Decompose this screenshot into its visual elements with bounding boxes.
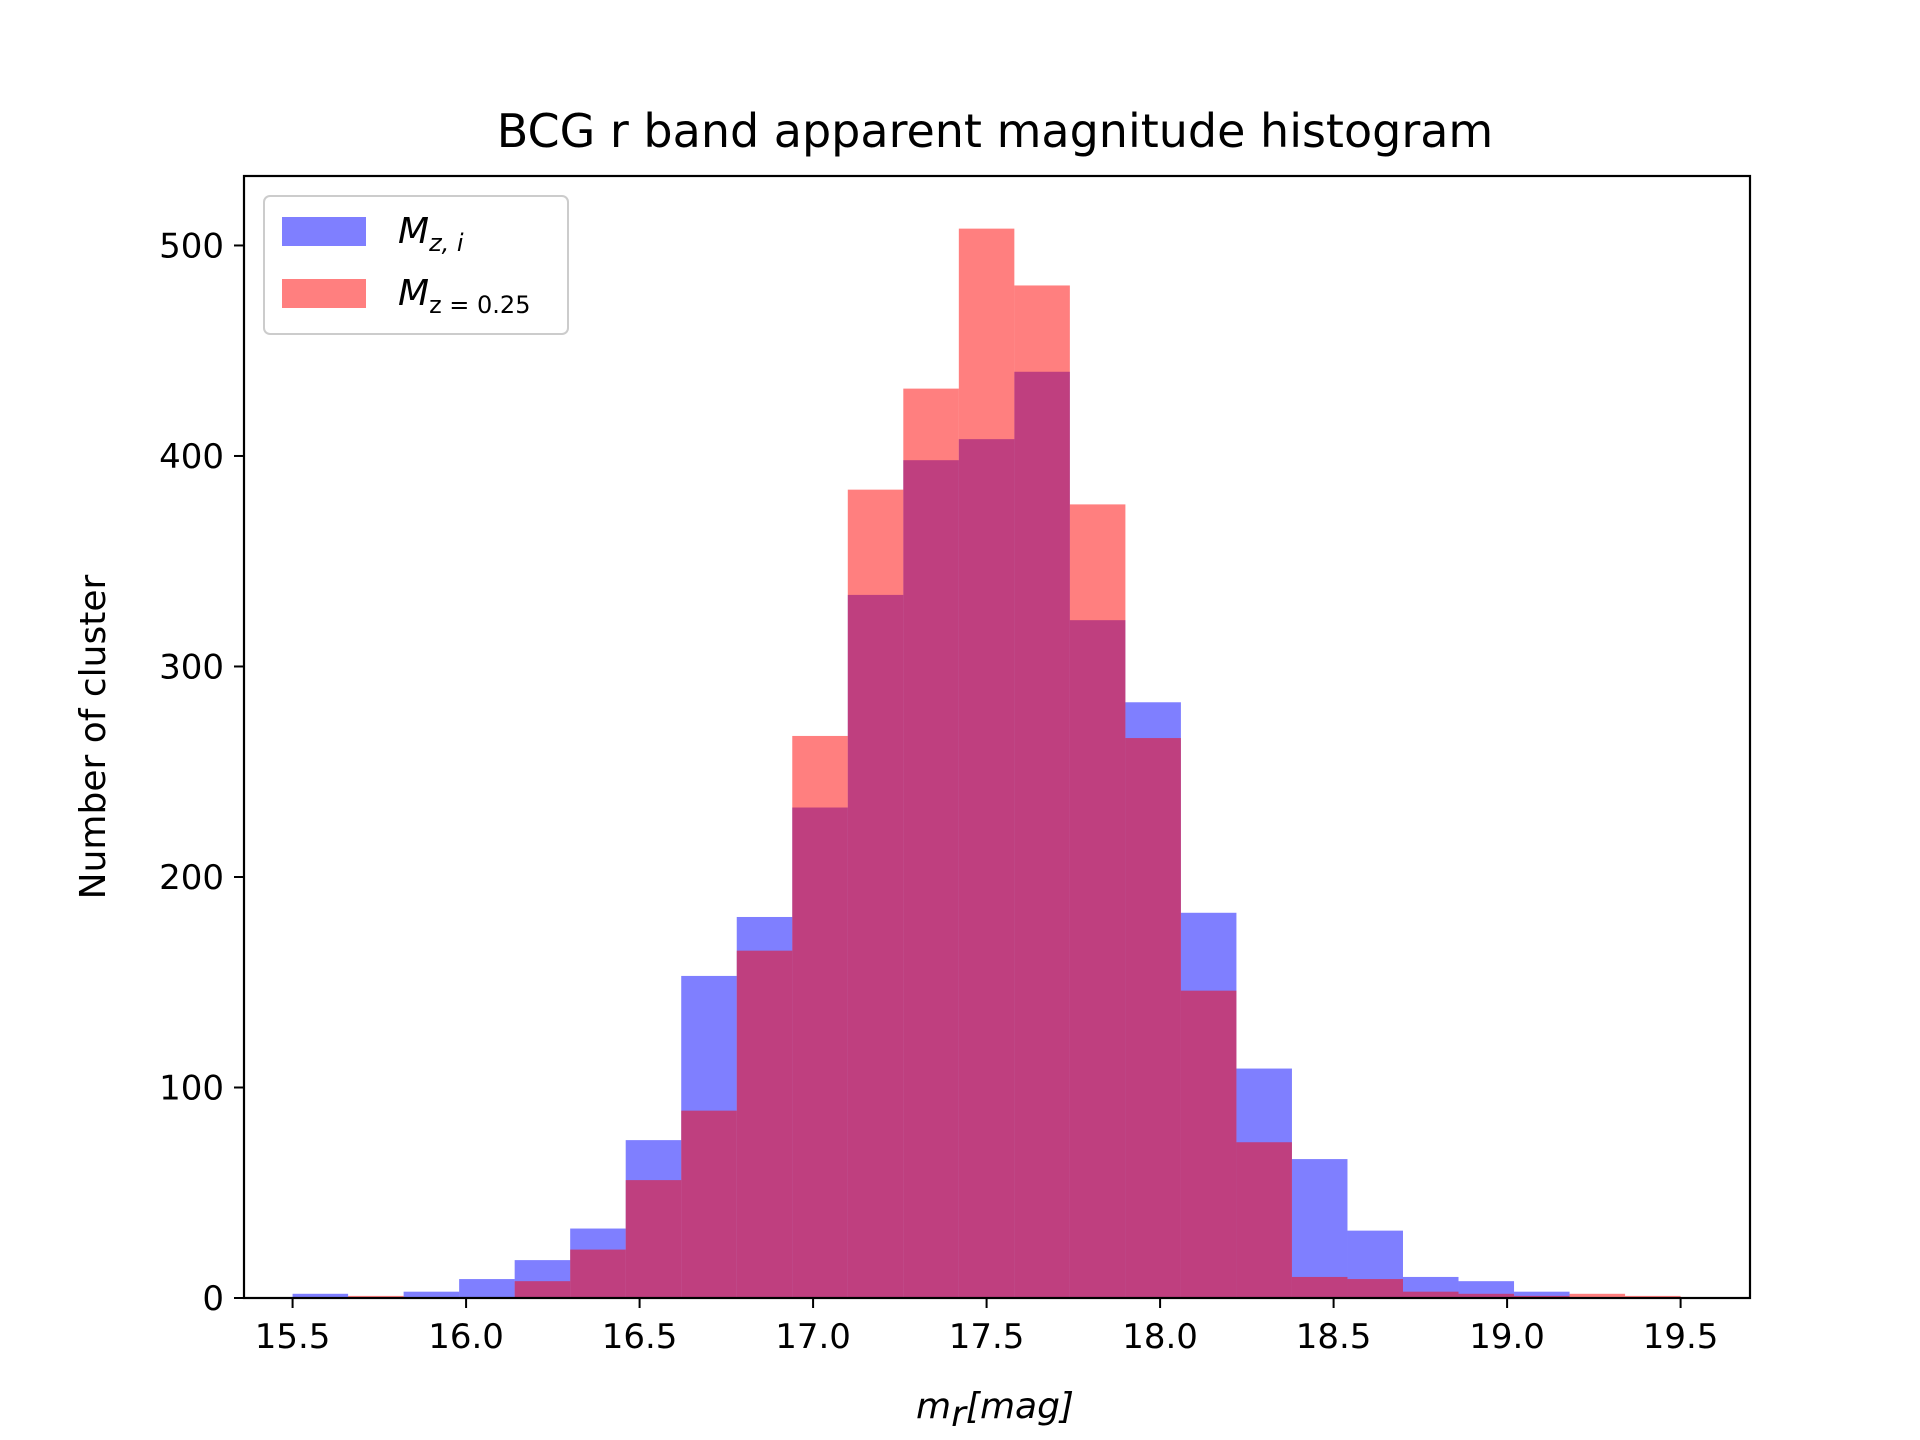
bar-series-1-bin-18	[1291, 1276, 1348, 1298]
y-tick-label-0: 0	[202, 1279, 224, 1319]
bar-series-1-bin-6	[625, 1180, 682, 1298]
x-tick-label-6: 18.5	[1296, 1317, 1372, 1357]
bar-series-0-bin-18	[1291, 1159, 1348, 1298]
x-tick-label-8: 19.5	[1643, 1317, 1719, 1357]
plot-frame	[242, 174, 1752, 1300]
x-tick-label-3: 17.0	[775, 1317, 851, 1357]
x-tick-label-4: 17.5	[949, 1317, 1025, 1357]
bar-series-0-bin-21	[1458, 1281, 1515, 1298]
legend-label-red-sub: z = 0.25	[429, 291, 530, 319]
legend-swatch-red	[282, 279, 366, 308]
x-ticks: 15.5 16.0 16.5 17.0 17.5 18.0 18.5 19.0 19.5	[255, 1298, 1719, 1357]
bar-series-1-bin-12	[958, 228, 1015, 1298]
bar-series-1-bin-14	[1069, 504, 1126, 1298]
y-tick-label-5: 500	[159, 226, 224, 266]
legend-label-blue-main: M	[398, 211, 429, 252]
x-axis-label-main: m	[916, 1386, 951, 1427]
bar-series-1-bin-20	[1402, 1291, 1459, 1298]
x-axis-label-sub: r	[951, 1394, 968, 1435]
bar-series-1-bin-23	[1569, 1293, 1626, 1298]
bar-series-1-bin-17	[1236, 1142, 1292, 1298]
x-tick-label-0: 15.5	[255, 1317, 331, 1357]
y-tick-label-4: 400	[159, 437, 224, 477]
bar-series-1-bin-8	[736, 950, 793, 1298]
x-tick-label-7: 19.0	[1469, 1317, 1545, 1357]
y-tick-label-3: 300	[159, 647, 224, 687]
x-axis-label-rest: [mag]	[966, 1386, 1074, 1427]
y-axis-label: Number of cluster	[73, 574, 114, 899]
bar-series-1-bin-10	[847, 489, 904, 1298]
bar-series-1-bin-9	[792, 735, 848, 1298]
chart-title: BCG r band apparent magnitude histogram	[497, 104, 1493, 158]
x-axis-label: mr[mag]	[916, 1386, 1074, 1435]
legend-label-blue: Mz, i	[398, 211, 464, 257]
bar-series-0-bin-22	[1514, 1291, 1570, 1298]
x-tick-label-5: 18.0	[1122, 1317, 1198, 1357]
legend: Mz, i Mz = 0.25	[263, 195, 569, 335]
bar-series-1-bin-19	[1347, 1279, 1403, 1298]
y-tick-label-1: 100	[159, 1068, 224, 1108]
y-tick-label-2: 200	[159, 858, 224, 898]
bar-series-1-bin-7	[681, 1110, 737, 1298]
legend-label-red: Mz = 0.25	[398, 273, 530, 319]
bar-series-1-bin-11	[903, 388, 959, 1298]
legend-label-red-main: M	[398, 273, 429, 314]
bar-series-1-bin-4	[514, 1281, 571, 1298]
bar-series-1-bin-16	[1180, 990, 1237, 1298]
bar-series-0-bin-3	[459, 1279, 515, 1298]
y-ticks: 0 100 200 300 400 500	[159, 226, 244, 1319]
bar-series-1-bin-13	[1014, 285, 1070, 1299]
bars-layer	[292, 228, 1681, 1299]
legend-label-blue-sub: z, i	[428, 229, 464, 257]
bar-series-0-bin-2	[403, 1291, 460, 1298]
x-tick-label-1: 16.0	[428, 1317, 504, 1357]
bar-series-0-bin-0	[292, 1293, 349, 1298]
x-tick-label-2: 16.5	[602, 1317, 678, 1357]
bar-series-1-bin-5	[570, 1249, 626, 1298]
legend-swatch-blue	[282, 217, 366, 246]
bar-series-1-bin-15	[1125, 738, 1181, 1298]
bar-series-1-bin-21	[1458, 1293, 1515, 1298]
